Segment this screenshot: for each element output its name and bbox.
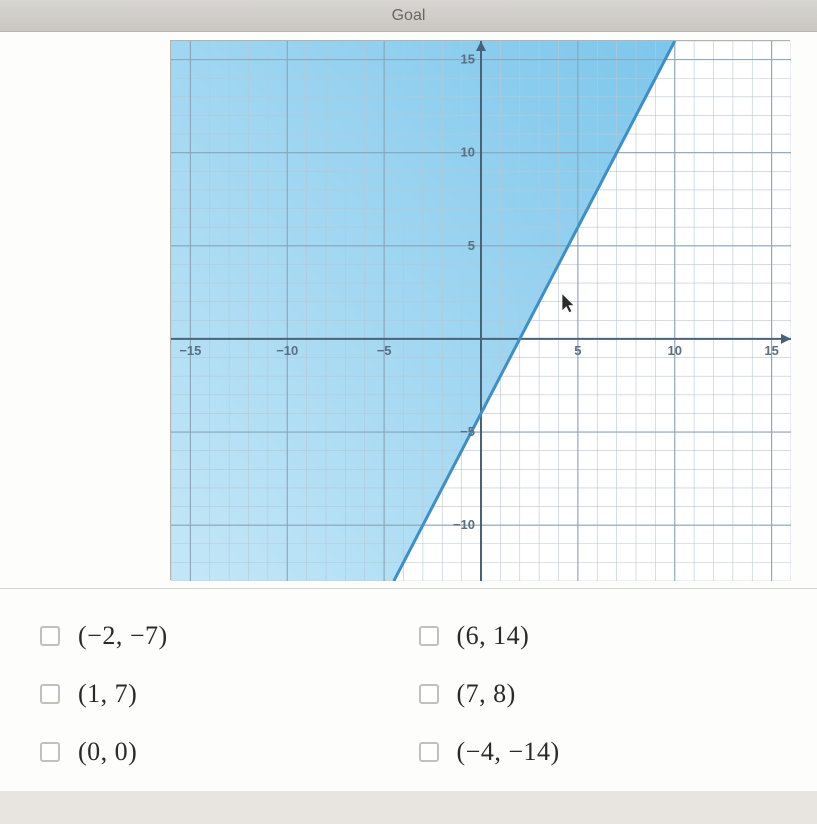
choice-label-f: (−4, −14) [457, 737, 560, 767]
svg-text:10: 10 [668, 343, 682, 358]
svg-text:−5: −5 [377, 343, 392, 358]
answer-choices: (−2, −7) (6, 14) (1, 7) (7, 8) (0, 0) (−… [0, 589, 817, 791]
header-title: Goal [392, 7, 426, 24]
choice-label-b: (6, 14) [457, 621, 530, 651]
header-bar: Goal [0, 0, 817, 32]
svg-text:15: 15 [764, 343, 778, 358]
svg-text:−10: −10 [276, 343, 298, 358]
svg-text:−5: −5 [460, 424, 475, 439]
choice-b: (6, 14) [409, 607, 788, 665]
choice-d: (7, 8) [409, 665, 788, 723]
svg-text:−15: −15 [179, 343, 201, 358]
checkbox-f[interactable] [419, 742, 439, 762]
choice-e: (0, 0) [30, 723, 409, 781]
main-area: −15 −10 −5 5 10 15 −10 −5 5 10 15 (−2, −7) (6, 14)… [0, 32, 817, 791]
checkbox-d[interactable] [419, 684, 439, 704]
checkbox-b[interactable] [419, 626, 439, 646]
graph-container: −15 −10 −5 5 10 15 −10 −5 5 10 15 [0, 32, 817, 589]
svg-text:15: 15 [461, 52, 475, 67]
checkbox-c[interactable] [40, 684, 60, 704]
svg-text:10: 10 [461, 145, 475, 160]
choice-a: (−2, −7) [30, 607, 409, 665]
choice-label-e: (0, 0) [78, 737, 137, 767]
checkbox-a[interactable] [40, 626, 60, 646]
choice-label-c: (1, 7) [78, 679, 137, 709]
choice-c: (1, 7) [30, 665, 409, 723]
svg-text:5: 5 [468, 238, 475, 253]
choice-label-d: (7, 8) [457, 679, 516, 709]
choice-f: (−4, −14) [409, 723, 788, 781]
checkbox-e[interactable] [40, 742, 60, 762]
inequality-graph[interactable]: −15 −10 −5 5 10 15 −10 −5 5 10 15 [170, 40, 790, 580]
chart-svg: −15 −10 −5 5 10 15 −10 −5 5 10 15 [171, 41, 791, 581]
choice-label-a: (−2, −7) [78, 621, 168, 651]
svg-text:5: 5 [574, 343, 581, 358]
svg-text:−10: −10 [453, 517, 475, 532]
